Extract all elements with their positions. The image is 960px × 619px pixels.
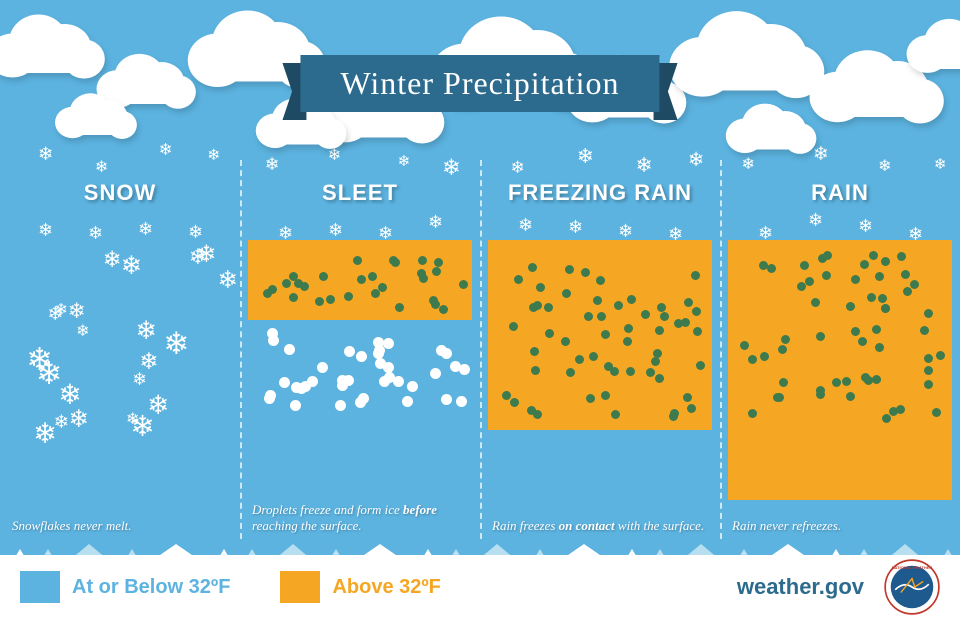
precipitation-area: ❄❄❄❄	[488, 210, 712, 420]
legend-cold: At or Below 32ºF	[20, 571, 230, 603]
legend-warm-swatch	[280, 571, 320, 603]
legend-bar: At or Below 32ºF Above 32ºF weather.gov …	[0, 555, 960, 619]
column-title: FREEZING RAIN	[488, 180, 712, 206]
column-title: SNOW	[8, 180, 232, 206]
column-title: RAIN	[728, 180, 952, 206]
column-title: SLEET	[248, 180, 472, 206]
legend-cold-swatch	[20, 571, 60, 603]
precipitation-area: ❄❄❄❄	[248, 210, 472, 420]
legend-warm-label: Above 32ºF	[332, 576, 440, 599]
legend-warm: Above 32ºF	[280, 571, 440, 603]
weather-url: weather.gov	[737, 574, 864, 600]
infographic-container: Winter Precipitation ❄❄❄❄❄❄❄❄❄❄❄❄❄❄❄❄ SN…	[0, 0, 960, 619]
svg-text:NATIONAL WEATHER: NATIONAL WEATHER	[892, 565, 933, 570]
column-divider	[240, 160, 242, 539]
precipitation-area: ❄❄❄❄❄❄❄❄❄❄❄❄❄❄❄❄❄❄❄❄❄❄❄❄❄❄	[8, 210, 232, 420]
legend-cold-label: At or Below 32ºF	[72, 576, 230, 599]
title-banner: Winter Precipitation	[300, 55, 659, 112]
column-divider	[720, 160, 722, 539]
precipitation-area: ❄❄❄❄	[728, 210, 952, 420]
column-divider	[480, 160, 482, 539]
title-text: Winter Precipitation	[300, 55, 659, 112]
nws-logo-icon: NATIONAL WEATHER	[884, 559, 940, 615]
